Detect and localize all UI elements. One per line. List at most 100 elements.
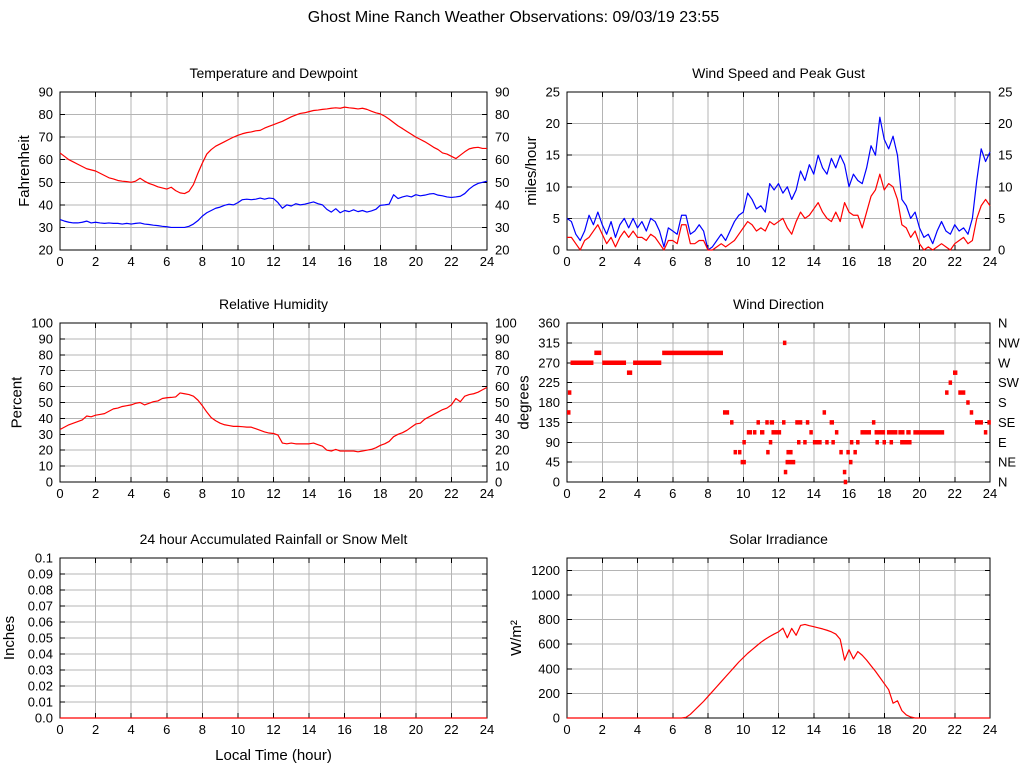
chart-title: Temperature and Dewpoint bbox=[189, 65, 357, 81]
svg-text:0.09: 0.09 bbox=[28, 567, 53, 582]
svg-text:2: 2 bbox=[599, 486, 606, 501]
svg-text:90: 90 bbox=[39, 85, 53, 100]
svg-text:2: 2 bbox=[92, 254, 99, 269]
y-axis-label: W/m² bbox=[508, 620, 525, 656]
svg-text:70: 70 bbox=[39, 130, 53, 145]
svg-text:40: 40 bbox=[495, 411, 509, 426]
tick-labels: 0 2 4 6 8 10 12 14 16 18 20 22 240200400600800100012… bbox=[531, 563, 997, 737]
svg-text:45: 45 bbox=[546, 455, 560, 470]
svg-text:20: 20 bbox=[409, 486, 423, 501]
svg-text:0: 0 bbox=[998, 243, 1005, 258]
chart-solar-irradiance: 0 2 4 6 8 10 12 14 16 18 20 22 240200400600800100012… bbox=[508, 531, 997, 737]
svg-text:20: 20 bbox=[495, 443, 509, 458]
svg-text:8: 8 bbox=[199, 722, 206, 737]
y-axis-label: Inches bbox=[1, 616, 18, 660]
svg-text:14: 14 bbox=[302, 486, 316, 501]
tick-labels: 0 2 4 6 8 10 12 14 16 18 20 22 240510152025051015202… bbox=[546, 85, 1013, 270]
svg-text:60: 60 bbox=[39, 379, 53, 394]
svg-text:24: 24 bbox=[983, 486, 997, 501]
svg-text:SE: SE bbox=[998, 415, 1016, 430]
svg-text:14: 14 bbox=[807, 254, 821, 269]
grid bbox=[566, 91, 991, 251]
svg-text:100: 100 bbox=[495, 316, 517, 331]
svg-text:12: 12 bbox=[771, 254, 785, 269]
svg-text:18: 18 bbox=[373, 722, 387, 737]
svg-text:40: 40 bbox=[495, 197, 509, 212]
svg-text:0.06: 0.06 bbox=[28, 615, 53, 630]
svg-text:20: 20 bbox=[409, 254, 423, 269]
svg-text:16: 16 bbox=[337, 254, 351, 269]
svg-text:30: 30 bbox=[495, 427, 509, 442]
svg-text:5: 5 bbox=[553, 211, 560, 226]
svg-text:24: 24 bbox=[480, 722, 494, 737]
svg-text:800: 800 bbox=[538, 612, 560, 627]
svg-text:24: 24 bbox=[983, 254, 997, 269]
svg-text:22: 22 bbox=[444, 722, 458, 737]
svg-text:24: 24 bbox=[480, 254, 494, 269]
svg-text:20: 20 bbox=[546, 116, 560, 131]
svg-text:E: E bbox=[998, 435, 1007, 450]
chart-title: Relative Humidity bbox=[219, 296, 328, 312]
svg-text:8: 8 bbox=[199, 254, 206, 269]
chart-title: 24 hour Accumulated Rainfall or Snow Mel… bbox=[140, 531, 408, 547]
svg-text:0.01: 0.01 bbox=[28, 695, 53, 710]
chart-title: Solar Irradiance bbox=[729, 531, 828, 547]
svg-text:10: 10 bbox=[495, 459, 509, 474]
svg-text:60: 60 bbox=[495, 379, 509, 394]
svg-text:200: 200 bbox=[538, 686, 560, 701]
x-axis-label: Local Time (hour) bbox=[215, 747, 332, 764]
chart-title: Wind Direction bbox=[733, 296, 824, 312]
series-peak-gust bbox=[566, 116, 991, 251]
svg-text:1200: 1200 bbox=[531, 563, 560, 578]
svg-text:225: 225 bbox=[538, 375, 560, 390]
svg-text:22: 22 bbox=[444, 254, 458, 269]
svg-text:12: 12 bbox=[266, 254, 280, 269]
svg-text:40: 40 bbox=[39, 411, 53, 426]
svg-text:60: 60 bbox=[39, 152, 53, 167]
svg-text:10: 10 bbox=[231, 486, 245, 501]
svg-text:24: 24 bbox=[480, 486, 494, 501]
svg-text:1000: 1000 bbox=[531, 587, 560, 602]
svg-text:18: 18 bbox=[877, 722, 891, 737]
svg-text:4: 4 bbox=[128, 254, 135, 269]
svg-text:90: 90 bbox=[495, 331, 509, 346]
svg-text:S: S bbox=[998, 395, 1007, 410]
tick-marks bbox=[59, 91, 488, 251]
grid bbox=[566, 322, 991, 483]
svg-text:10: 10 bbox=[998, 179, 1012, 194]
svg-text:0.03: 0.03 bbox=[28, 663, 53, 678]
series-temperature bbox=[59, 106, 487, 195]
svg-text:20: 20 bbox=[912, 486, 926, 501]
svg-text:100: 100 bbox=[31, 316, 53, 331]
svg-text:22: 22 bbox=[948, 254, 962, 269]
svg-text:N: N bbox=[998, 475, 1007, 490]
svg-text:70: 70 bbox=[495, 130, 509, 145]
svg-text:12: 12 bbox=[266, 486, 280, 501]
svg-text:22: 22 bbox=[444, 486, 458, 501]
svg-text:20: 20 bbox=[39, 243, 53, 258]
svg-text:14: 14 bbox=[302, 722, 316, 737]
chart-wind-direction: 0 2 4 6 8 10 12 14 16 18 20 22 240459013518022527031… bbox=[516, 296, 1021, 501]
svg-text:30: 30 bbox=[39, 220, 53, 235]
tick-marks bbox=[566, 322, 991, 483]
svg-text:NW: NW bbox=[998, 335, 1020, 350]
tick-labels: 0 2 4 6 8 10 12 14 16 18 20 22 240459013518022527031… bbox=[538, 316, 1020, 502]
svg-text:90: 90 bbox=[39, 331, 53, 346]
svg-text:12: 12 bbox=[771, 486, 785, 501]
grid bbox=[59, 91, 488, 251]
svg-text:15: 15 bbox=[546, 148, 560, 163]
svg-text:20: 20 bbox=[912, 722, 926, 737]
svg-text:18: 18 bbox=[373, 486, 387, 501]
svg-text:6: 6 bbox=[669, 254, 676, 269]
svg-text:6: 6 bbox=[669, 722, 676, 737]
y-axis-label: degrees bbox=[516, 375, 533, 429]
svg-text:N: N bbox=[998, 316, 1007, 331]
svg-text:90: 90 bbox=[546, 435, 560, 450]
svg-text:6: 6 bbox=[669, 486, 676, 501]
svg-text:16: 16 bbox=[842, 486, 856, 501]
svg-text:10: 10 bbox=[231, 254, 245, 269]
svg-text:8: 8 bbox=[704, 486, 711, 501]
svg-text:18: 18 bbox=[877, 486, 891, 501]
svg-text:2: 2 bbox=[599, 254, 606, 269]
svg-text:16: 16 bbox=[337, 722, 351, 737]
